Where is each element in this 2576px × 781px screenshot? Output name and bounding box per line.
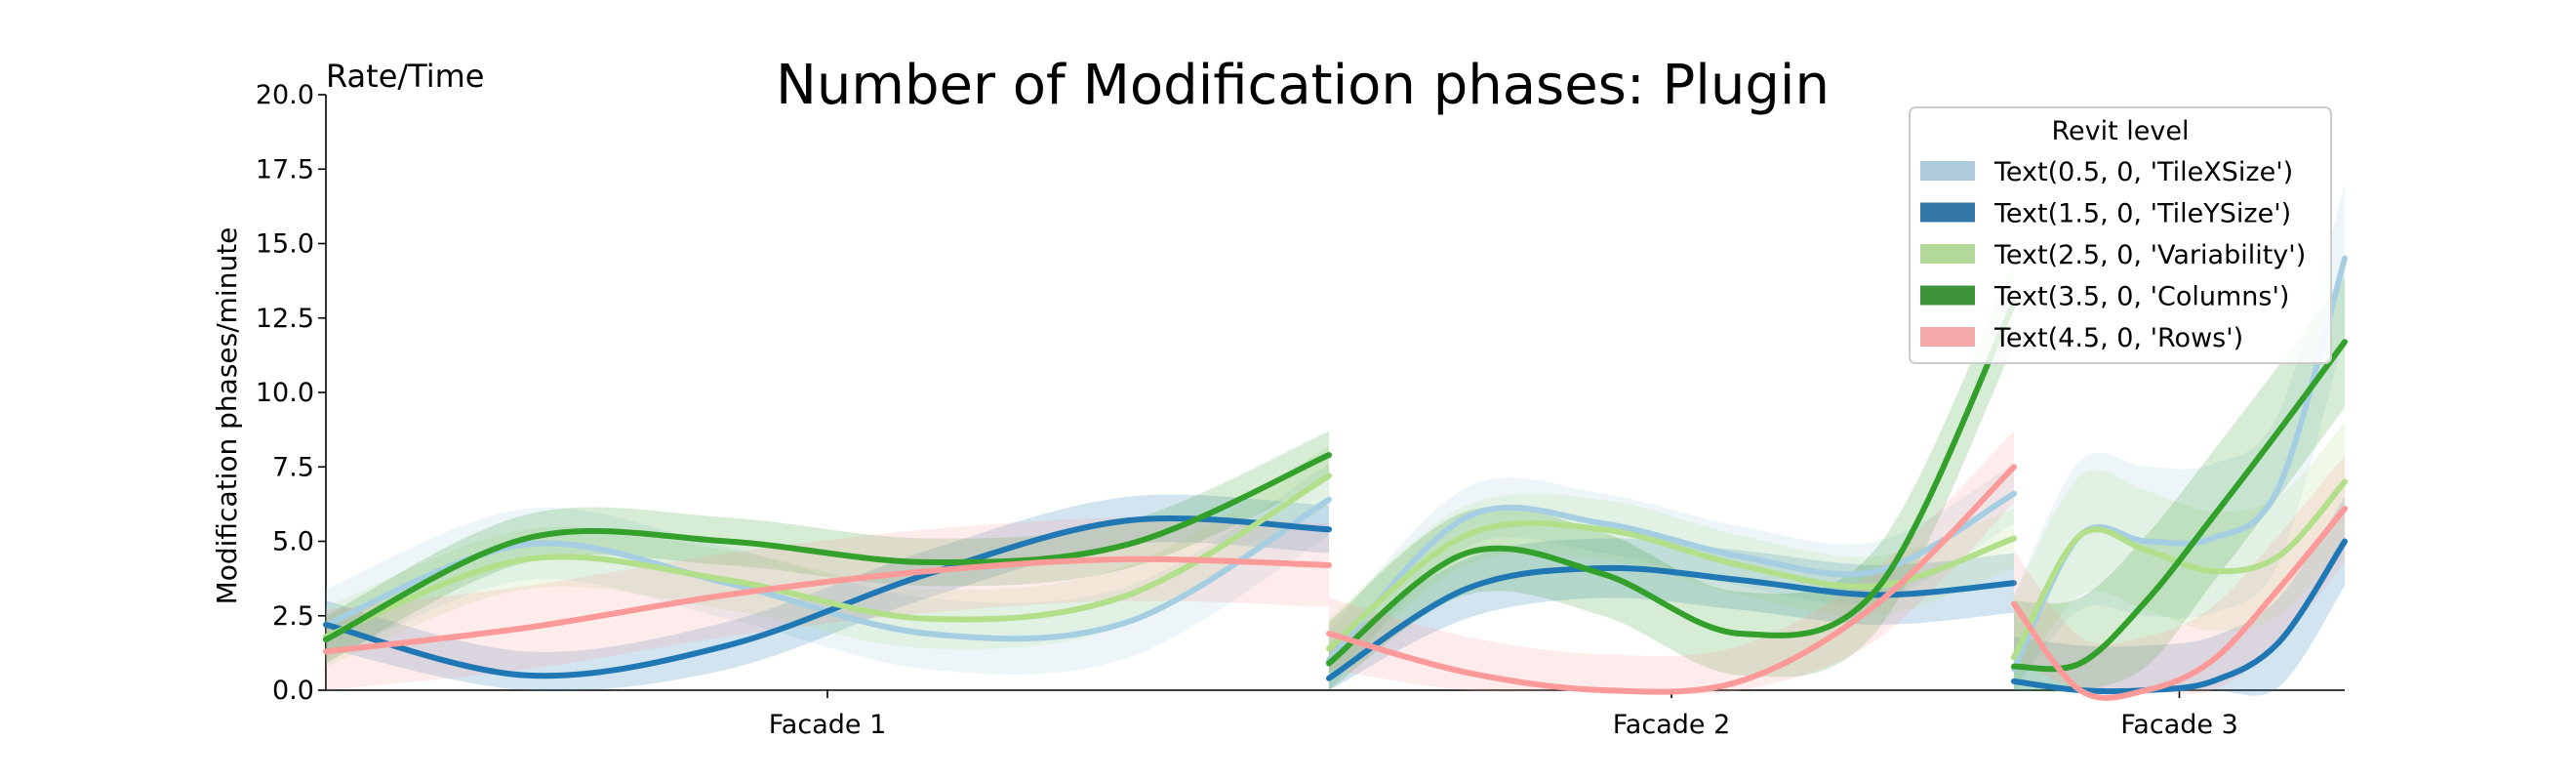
y-tick-label: 20.0: [256, 80, 314, 110]
ci-band-variability: [1329, 493, 2014, 678]
y-tick-label: 2.5: [272, 601, 314, 632]
legend-entry-label: Text(0.5, 0, 'TileXSize'): [1993, 157, 2293, 187]
ci-band-tileysize: [326, 494, 1329, 691]
series-line-tileysize: [323, 514, 1332, 679]
legend-entry-label: Text(2.5, 0, 'Variability'): [1993, 240, 2306, 270]
ci-band-columns: [326, 431, 1329, 664]
y-tick-label: 0.0: [272, 676, 314, 706]
ci-band-tilexsize: [326, 464, 1329, 675]
chart-title: Number of Modification phases: Plugin: [776, 54, 1830, 117]
series-line-variability: [323, 473, 1332, 640]
y-tick-label: 17.5: [256, 154, 314, 185]
ci-band-columns: [2014, 276, 2345, 692]
y-tick-label: 10.0: [256, 378, 314, 408]
series-line-rows: [1326, 464, 2017, 695]
legend-patch: [1920, 327, 1975, 347]
legend-patch: [1920, 244, 1975, 264]
legend-entry-label: Text(4.5, 0, 'Rows'): [1993, 323, 2243, 353]
series-line-rows: [323, 555, 1332, 655]
legend-patch: [1920, 161, 1975, 181]
y-tick-label: 12.5: [256, 304, 314, 334]
legend-entry-label: Text(3.5, 0, 'Columns'): [1993, 282, 2289, 312]
series-line-variability: [1326, 519, 2017, 652]
series-line-variability: [2011, 478, 2348, 661]
legend-box: [1909, 106, 2332, 364]
x-tick-label: Facade 1: [769, 710, 887, 740]
legend-title: Revit level: [2051, 116, 2189, 146]
corner-label: Rate/Time: [326, 58, 484, 95]
ci-band-rows: [2014, 455, 2345, 694]
y-axis-label: Modification phases/minute: [211, 227, 243, 605]
legend-patch: [1920, 285, 1975, 306]
series-line-columns: [323, 452, 1332, 643]
series-line-columns: [2011, 339, 2348, 673]
x-tick-label: Facade 3: [2120, 710, 2238, 740]
legend: Revit level Text(0.5, 0, 'TileXSize') Tex…: [1909, 106, 2332, 364]
series-line-rows: [2011, 506, 2348, 701]
ci-band-tileysize: [2014, 496, 2345, 696]
legend-entry-label: Text(1.5, 0, 'TileYSize'): [1993, 199, 2291, 229]
legend-patch: [1920, 202, 1975, 223]
y-tick-label: 5.0: [272, 527, 314, 557]
y-tick-label: 7.5: [272, 452, 314, 482]
series-line-columns: [1326, 300, 2017, 667]
plot-area: 0.0 2.5 5.0 7.5 10.0 12.5 15.0 17.5 20.0 Facade 1…: [256, 80, 2348, 740]
y-tick-label: 15.0: [256, 229, 314, 260]
ci-band-tilexsize: [1329, 464, 2014, 690]
x-tick-label: Facade 2: [1613, 710, 1731, 740]
